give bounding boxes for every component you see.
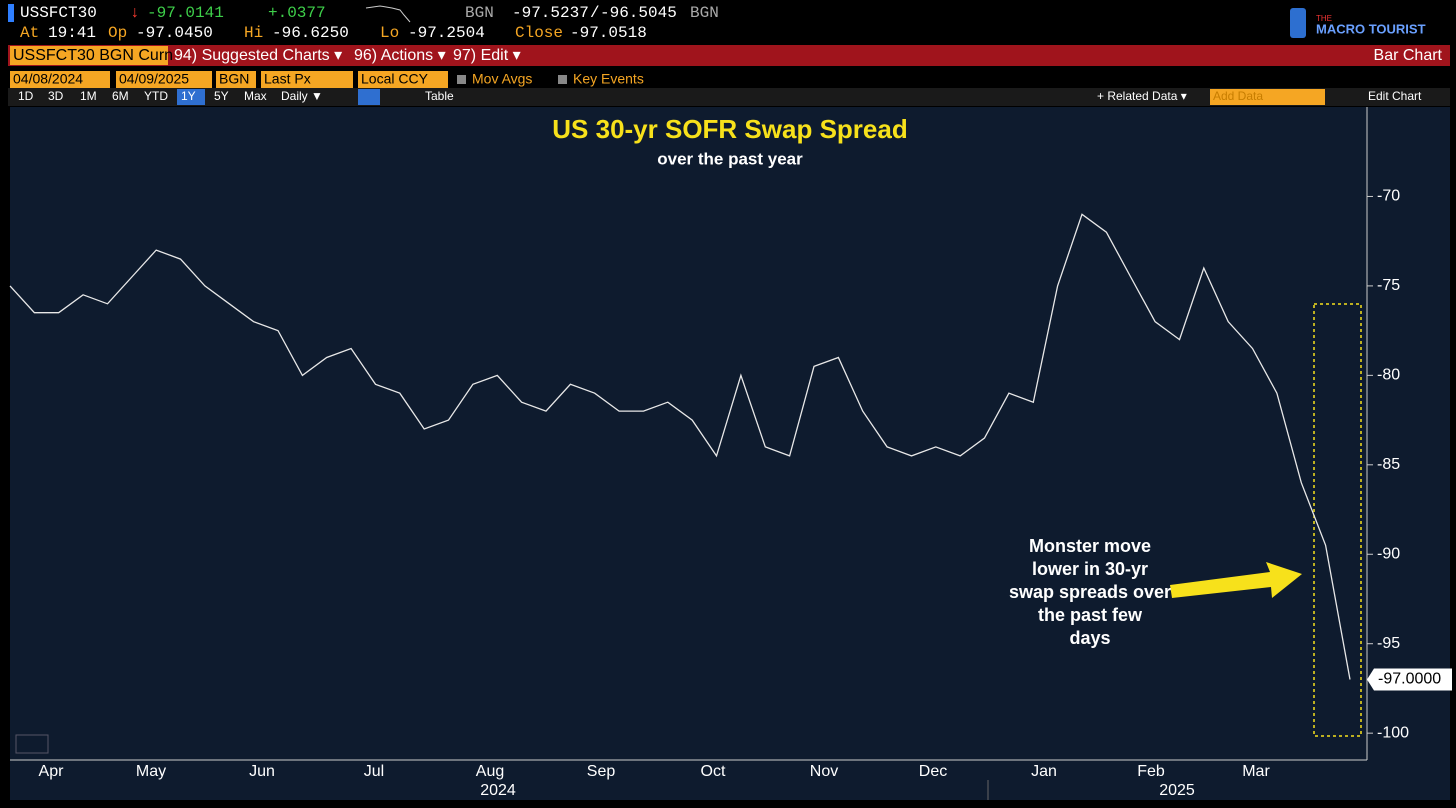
period-button[interactable]: 1D bbox=[18, 89, 34, 103]
edit-chart[interactable]: Edit Chart bbox=[1368, 89, 1422, 103]
period-button[interactable]: 5Y bbox=[214, 89, 229, 103]
frequency[interactable]: Daily ▼ bbox=[281, 89, 323, 103]
y-tick-label: -70 bbox=[1377, 188, 1400, 205]
logo-small: THE bbox=[1316, 14, 1332, 23]
ask: -96.5045 bbox=[600, 4, 677, 22]
menu[interactable]: 94) Suggested Charts ▾ bbox=[174, 47, 342, 64]
x-tick-label: Oct bbox=[701, 763, 726, 780]
value: -97.2504 bbox=[408, 24, 485, 42]
bar-icon[interactable] bbox=[358, 89, 380, 105]
x-tick-label: Jul bbox=[364, 763, 384, 780]
annotation: Monster move lower in 30-yr swap spreads o… bbox=[1009, 536, 1171, 648]
field-box[interactable] bbox=[116, 71, 212, 88]
y-tick-label: -85 bbox=[1377, 456, 1400, 473]
value: -97.0518 bbox=[570, 24, 647, 42]
chart-title: US 30-yr SOFR Swap Spread bbox=[552, 114, 907, 144]
ticker: USSFCT30 bbox=[20, 4, 97, 22]
x-tick-label: Aug bbox=[476, 763, 504, 780]
label: Close bbox=[515, 24, 563, 42]
security-box[interactable] bbox=[10, 46, 168, 65]
field-box[interactable] bbox=[216, 71, 256, 88]
label: Lo bbox=[380, 24, 399, 42]
y-tick-label: -95 bbox=[1377, 635, 1400, 652]
arrow bbox=[1170, 562, 1302, 598]
menu[interactable]: 96) Actions ▾ bbox=[354, 47, 446, 64]
x-tick-label: May bbox=[136, 763, 166, 780]
label: At bbox=[20, 24, 39, 42]
chart-icon[interactable] bbox=[15, 734, 49, 754]
chart-subtitle: over the past year bbox=[657, 149, 803, 168]
x-tick-label: Jan bbox=[1031, 763, 1057, 780]
logo: MACRO TOURIST bbox=[1316, 21, 1426, 36]
add-data-box[interactable] bbox=[1210, 89, 1325, 105]
y-tick-label: -100 bbox=[1377, 724, 1409, 741]
slash: / bbox=[590, 4, 600, 22]
price-tag bbox=[1367, 668, 1452, 691]
mov-avgs[interactable]: Mov Avgs bbox=[472, 71, 532, 87]
date-to[interactable]: 04/09/2025 bbox=[119, 71, 189, 87]
price-line bbox=[9, 213, 1351, 680]
y-tick-label: -75 bbox=[1377, 277, 1400, 294]
source: BGN bbox=[465, 4, 494, 22]
year-label: 2024 bbox=[480, 782, 516, 799]
sparkline bbox=[365, 5, 411, 23]
security[interactable]: USSFCT30 BGN Curn bbox=[13, 47, 173, 64]
y-tick-label: -80 bbox=[1377, 367, 1400, 384]
related-data[interactable]: + Related Data ▾ bbox=[1097, 89, 1187, 103]
field-box[interactable] bbox=[358, 71, 448, 88]
year-label: 2025 bbox=[1159, 782, 1195, 799]
x-tick-label: Nov bbox=[810, 763, 838, 780]
source: BGN bbox=[690, 4, 719, 22]
x-tick-label: Dec bbox=[919, 763, 947, 780]
period-button[interactable]: 1M bbox=[80, 89, 97, 103]
source[interactable]: BGN bbox=[219, 71, 249, 87]
label: Hi bbox=[244, 24, 263, 42]
x-tick-label: Jun bbox=[249, 763, 275, 780]
checkbox[interactable] bbox=[457, 75, 466, 84]
menu-bar bbox=[8, 45, 1450, 66]
field-box[interactable] bbox=[261, 71, 353, 88]
x-tick-label: Apr bbox=[39, 763, 65, 780]
add-data[interactable]: Add Data bbox=[1213, 89, 1263, 103]
chart-area bbox=[10, 107, 1450, 800]
period-button[interactable]: Max bbox=[244, 89, 267, 103]
value: -96.6250 bbox=[272, 24, 349, 42]
period-button[interactable]: YTD bbox=[144, 89, 168, 103]
logo-icon bbox=[1290, 8, 1306, 38]
last: -97.0141 bbox=[147, 4, 224, 22]
marker bbox=[8, 4, 14, 22]
x-tick-label: Sep bbox=[587, 763, 616, 780]
label: Op bbox=[108, 24, 127, 42]
field-box[interactable] bbox=[10, 71, 110, 88]
period-button[interactable]: 1Y bbox=[181, 89, 196, 103]
period-button[interactable]: 3D bbox=[48, 89, 64, 103]
key-events[interactable]: Key Events bbox=[573, 71, 644, 87]
currency[interactable]: Local CCY bbox=[361, 71, 429, 87]
table[interactable]: Table bbox=[425, 89, 454, 103]
checkbox[interactable] bbox=[558, 75, 567, 84]
period-button[interactable]: 6M bbox=[112, 89, 129, 103]
menu[interactable]: 97) Edit ▾ bbox=[453, 47, 521, 64]
x-tick-label: Mar bbox=[1242, 763, 1270, 780]
field[interactable]: Last Px bbox=[264, 71, 311, 87]
down-arrow: ↓ bbox=[130, 4, 140, 22]
chart-kind: Bar Chart bbox=[1374, 47, 1443, 64]
bid: -97.5237 bbox=[512, 4, 589, 22]
price-tag-label: -97.0000 bbox=[1378, 671, 1441, 688]
change: +.0377 bbox=[268, 4, 326, 22]
y-tick-label: -90 bbox=[1377, 545, 1400, 562]
value: 19:41 bbox=[48, 24, 96, 42]
selected-period bbox=[177, 89, 205, 105]
x-tick-label: Feb bbox=[1137, 763, 1165, 780]
date-from[interactable]: 04/08/2024 bbox=[13, 71, 83, 87]
value: -97.0450 bbox=[136, 24, 213, 42]
